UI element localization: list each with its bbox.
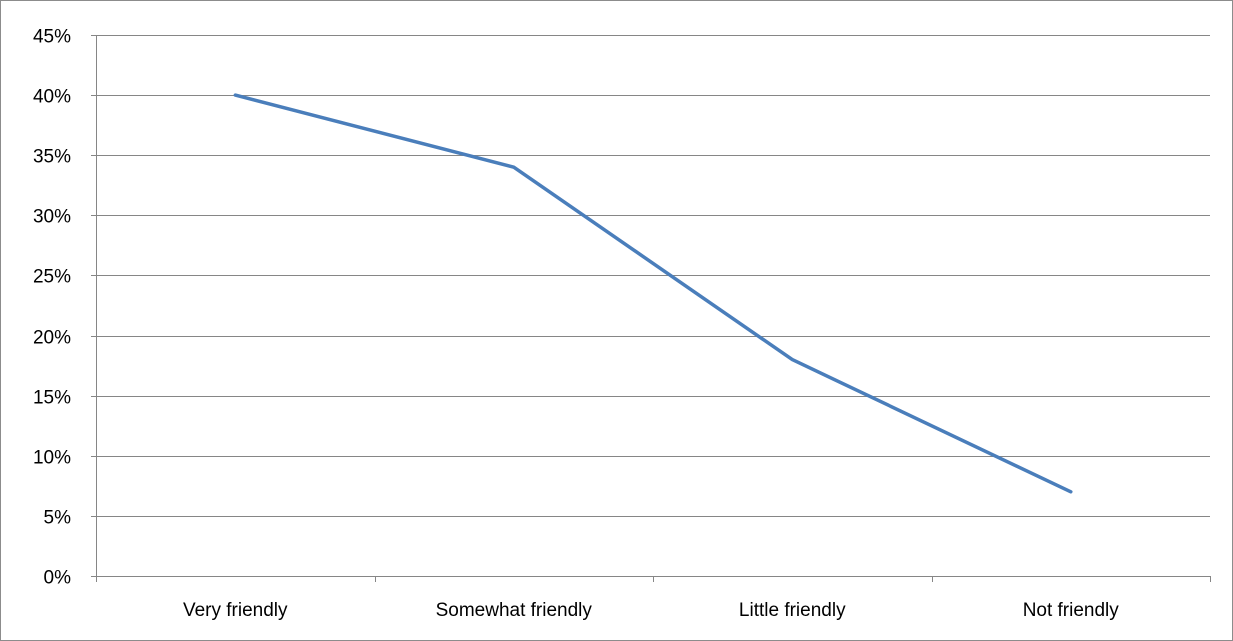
x-tick-label: Somewhat friendly	[436, 600, 593, 621]
gridlines	[96, 35, 1210, 517]
series-line	[233, 93, 1073, 494]
y-tick-label: 0%	[44, 568, 72, 589]
y-tick-label: 45%	[33, 27, 71, 48]
series-group	[233, 93, 1073, 494]
x-tick-label: Very friendly	[183, 600, 288, 621]
x-tick-label: Little friendly	[739, 600, 846, 621]
x-tick-label: Not friendly	[1023, 600, 1120, 621]
y-axis-tick-labels: 0% 5% 10% 15% 20% 25% 30% 35% 40% 45%	[33, 27, 71, 589]
y-tick-label: 15%	[33, 388, 71, 409]
y-tick-label: 20%	[33, 328, 71, 349]
y-tick-label: 25%	[33, 267, 71, 288]
axes	[91, 35, 1211, 582]
y-tick-label: 5%	[44, 508, 72, 529]
y-tick-label: 40%	[33, 87, 71, 108]
x-axis-tick-labels: Very friendly Somewhat friendly Little fri…	[183, 600, 1119, 621]
y-tick-label: 35%	[33, 147, 71, 168]
y-tick-label: 10%	[33, 448, 71, 469]
y-tick-label: 30%	[33, 207, 71, 228]
